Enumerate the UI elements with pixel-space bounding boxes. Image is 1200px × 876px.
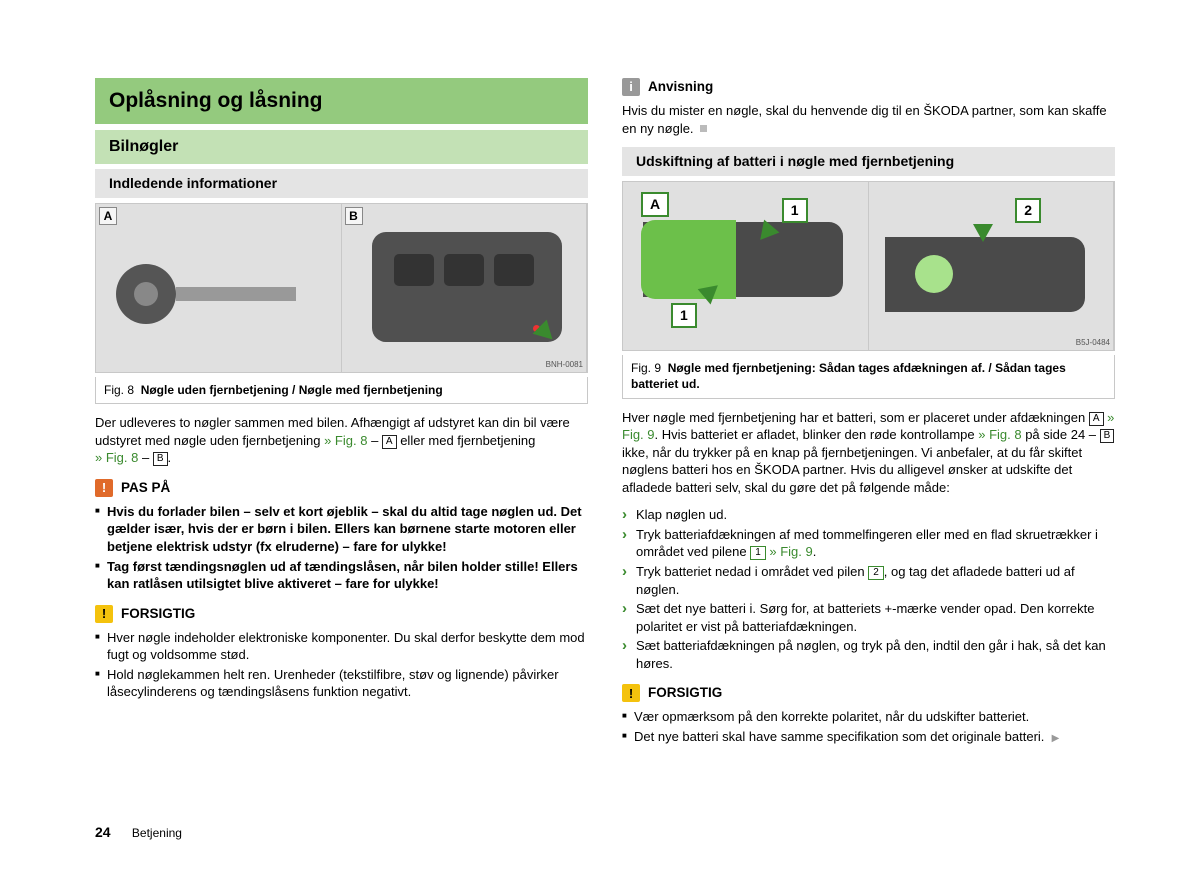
key-remote-battery-icon [885, 237, 1085, 312]
step-item: Sæt batteriafdækningen på nøglen, og try… [622, 637, 1115, 672]
caution-title: FORSIGTIG [648, 684, 722, 702]
list-item: Hver nøgle indeholder elektroniske kompo… [95, 629, 588, 664]
arrow-icon [973, 224, 993, 242]
figure-8-caption: Fig. 8 Nøgle uden fjernbetjening / Nøgle… [95, 377, 588, 404]
intro-text-3: eller med fjernbetjening [397, 433, 536, 448]
caution-icon: ! [622, 684, 640, 702]
list-item: Tag først tændingsnøglen ud af tændingsl… [95, 558, 588, 593]
figure-code: BNH-0081 [546, 360, 583, 371]
intro-paragraph: Der udleveres to nøgler sammen med bilen… [95, 414, 588, 467]
fig-ref: » Fig. 8 [978, 427, 1021, 442]
note-title: Anvisning [648, 78, 713, 96]
page-title: Oplåsning og låsning [95, 78, 588, 124]
figure-label-b: B [345, 207, 363, 225]
text: . Hvis batteriet er afladet, blinker den… [655, 427, 979, 442]
figure-label-1: 1 [782, 198, 808, 223]
ref-num-2: 2 [868, 566, 884, 580]
caution-icon: ! [95, 605, 113, 623]
figure-8-panel-a: A [96, 204, 342, 372]
warning-title: PAS PÅ [121, 479, 170, 497]
figure-9-panel-right: 2 [869, 182, 1115, 350]
subsection-heading: Udskiftning af batteri i nøgle med fjern… [622, 147, 1115, 176]
fig-ref: » Fig. 9 [766, 544, 813, 559]
figure-8: A B BNH-0081 [95, 203, 588, 373]
text: Det nye batteri skal have samme specifik… [634, 729, 1044, 744]
caution-list: Vær opmærksom på den korrekte polaritet,… [622, 708, 1115, 745]
step-item: Sæt det nye batteri i. Sørg for, at batt… [622, 600, 1115, 635]
ref-box-a: A [382, 435, 397, 449]
warning-icon: ! [95, 479, 113, 497]
ref-box-a: A [1089, 412, 1104, 426]
figure-9: A 1 1 2 B5J-0484 [622, 181, 1115, 351]
text: Hver nøgle med fjernbetjening har et bat… [622, 410, 1089, 425]
key-no-remote-icon [116, 264, 316, 324]
page-number: 24 [95, 824, 111, 840]
intro-text-5: . [168, 450, 172, 465]
page-footer: 24 Betjening [95, 823, 182, 842]
text: . [813, 544, 817, 559]
footer-section: Betjening [132, 826, 182, 840]
section-heading: Bilnøgler [95, 130, 588, 164]
caution-heading: ! FORSIGTIG [95, 605, 588, 623]
fig-ref: » Fig. 8 [95, 450, 138, 465]
left-column: Oplåsning og låsning Bilnøgler Indledend… [95, 78, 588, 754]
intro-text-4: – [138, 450, 152, 465]
figure-caption-prefix: Fig. 8 [104, 383, 134, 397]
info-icon: i [622, 78, 640, 96]
figure-label-2: 2 [1015, 198, 1041, 223]
intro-text-2: – [367, 433, 381, 448]
figure-label-a: A [641, 192, 669, 217]
text: ikke, når du trykker på en knap på fjern… [622, 445, 1082, 495]
body-paragraph: Hver nøgle med fjernbetjening har et bat… [622, 409, 1115, 497]
ref-num-1: 1 [750, 546, 766, 560]
list-item: Hold nøglekammen helt ren. Urenheder (te… [95, 666, 588, 701]
step-item: Tryk batteriet nedad i området ved pilen… [622, 563, 1115, 598]
figure-caption-text: Nøgle med fjernbetjening: Sådan tages af… [631, 361, 1066, 391]
step-item: Klap nøglen ud. [622, 506, 1115, 524]
steps-list: Klap nøglen ud. Tryk batteriafdækningen … [622, 506, 1115, 672]
list-item: Vær opmærksom på den korrekte polaritet,… [622, 708, 1115, 726]
text: Tryk batteriafdækningen af med tommelfin… [636, 527, 1098, 560]
continue-icon: ▶ [1052, 733, 1060, 744]
page: Oplåsning og låsning Bilnøgler Indledend… [0, 0, 1200, 754]
end-marker-icon [700, 125, 707, 132]
note-heading: i Anvisning [622, 78, 1115, 96]
text: på side 24 – [1022, 427, 1100, 442]
key-remote-icon [372, 232, 562, 342]
fig-ref: » Fig. 8 [324, 433, 367, 448]
subsection-heading: Indledende informationer [95, 169, 588, 198]
figure-caption-text: Nøgle uden fjernbetjening / Nøgle med fj… [141, 383, 443, 397]
ref-box-b: B [153, 452, 168, 466]
list-item: Det nye batteri skal have samme specifik… [622, 728, 1115, 746]
text: Tryk batteriet nedad i området ved pilen [636, 564, 868, 579]
note-body: Hvis du mister en nøgle, skal du henvend… [622, 103, 1107, 136]
caution-heading: ! FORSIGTIG [622, 684, 1115, 702]
caution-list: Hver nøgle indeholder elektroniske kompo… [95, 629, 588, 701]
warning-heading: ! PAS PÅ [95, 479, 588, 497]
figure-label-1b: 1 [671, 303, 697, 328]
list-item: Hvis du forlader bilen – selv et kort øj… [95, 503, 588, 556]
ref-box-b: B [1100, 429, 1115, 443]
figure-9-panel-left: A 1 1 [623, 182, 869, 350]
figure-caption-prefix: Fig. 9 [631, 361, 661, 375]
note-text: Hvis du mister en nøgle, skal du henvend… [622, 102, 1115, 137]
right-column: i Anvisning Hvis du mister en nøgle, ska… [622, 78, 1115, 754]
step-item: Tryk batteriafdækningen af med tommelfin… [622, 526, 1115, 561]
figure-label-a: A [99, 207, 117, 225]
caution-title: FORSIGTIG [121, 605, 195, 623]
figure-9-caption: Fig. 9 Nøgle med fjernbetjening: Sådan t… [622, 355, 1115, 398]
figure-code: B5J-0484 [1076, 338, 1110, 349]
figure-8-panel-b: B [342, 204, 588, 372]
warning-list: Hvis du forlader bilen – selv et kort øj… [95, 503, 588, 593]
key-remote-cover-icon [643, 222, 843, 297]
